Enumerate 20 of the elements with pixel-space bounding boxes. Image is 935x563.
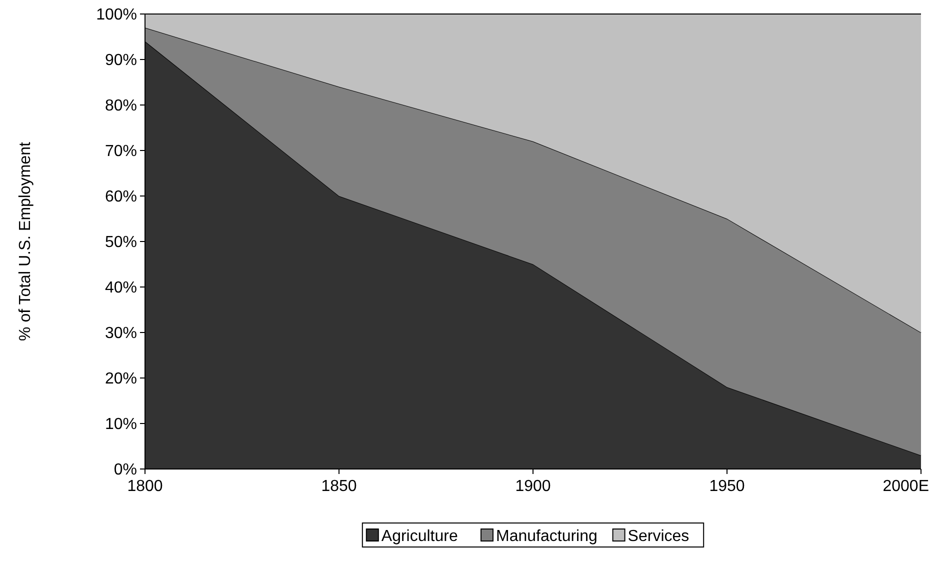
y-tick-label: 10% <box>104 416 137 434</box>
y-tick-label: 70% <box>104 143 137 160</box>
y-tick-label: 30% <box>104 325 137 342</box>
y-tick-label: 0% <box>114 462 137 479</box>
y-tick-label: 40% <box>104 280 137 297</box>
y-tick-label: 60% <box>104 188 137 206</box>
y-tick-label: 20% <box>104 370 137 388</box>
legend-label: Manufacturing <box>496 528 598 545</box>
y-tick-label: 50% <box>104 234 137 252</box>
x-tick-label: 1850 <box>321 478 357 495</box>
legend-label: Agriculture <box>381 528 458 545</box>
x-tick-label: 1950 <box>709 478 745 495</box>
y-tick-label: 90% <box>104 52 137 70</box>
y-tick-label: 80% <box>104 98 137 115</box>
y-tick-label: 100% <box>96 6 137 24</box>
y-axis-title: % of Total U.S. Employment <box>17 142 34 341</box>
legend-label: Services <box>628 528 690 545</box>
x-tick-label: 2000E <box>882 478 929 495</box>
x-tick-label: 1900 <box>515 478 551 495</box>
x-tick-label: 1800 <box>127 478 163 495</box>
